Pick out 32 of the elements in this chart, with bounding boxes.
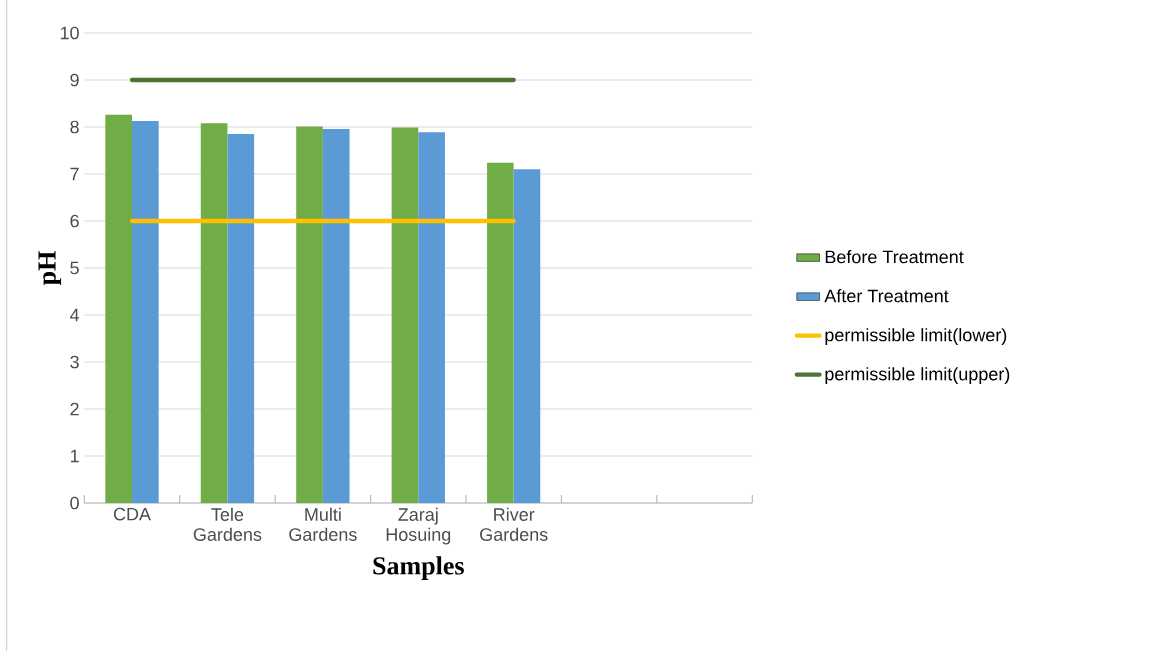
legend-label: permissible limit(upper) [825,367,1010,384]
bar [227,134,255,503]
x-tick-label: River Gardens [480,507,548,541]
y-tick-label: 2 [70,402,79,416]
y-tick-label: 7 [70,167,79,181]
x-tick-label: Zaraj Hosuing [386,507,451,545]
y-tick-label: 0 [70,496,79,510]
y-tick-label: 9 [70,73,79,87]
x-tick-label: Multi Gardens [289,507,357,541]
bar [200,123,228,503]
y-tick-label: 4 [69,308,80,322]
bar [132,120,159,503]
x-axis-title: Samples [373,556,464,580]
bar [391,127,419,503]
legend-label: After Treatment [824,289,949,303]
y-tick-label: 5 [70,261,79,275]
y-tick-label: 1 [70,449,79,463]
bar [418,132,445,503]
x-tick-label: Tele Gardens [193,507,262,541]
y-tick-label: 8 [70,120,79,134]
bar [513,169,541,503]
y-tick-label: 6 [70,214,79,228]
bar [296,126,323,503]
bar [322,128,350,503]
y-axis-title: pH [38,251,62,286]
y-tick-label: 10 [60,26,79,40]
bar [105,114,133,503]
y-tick-label: 3 [70,355,79,369]
bar [487,162,514,503]
legend-label: Before Treatment [825,250,964,264]
legend-label: permissible limit(lower) [825,328,1007,345]
x-tick-label: CDA [113,507,151,521]
